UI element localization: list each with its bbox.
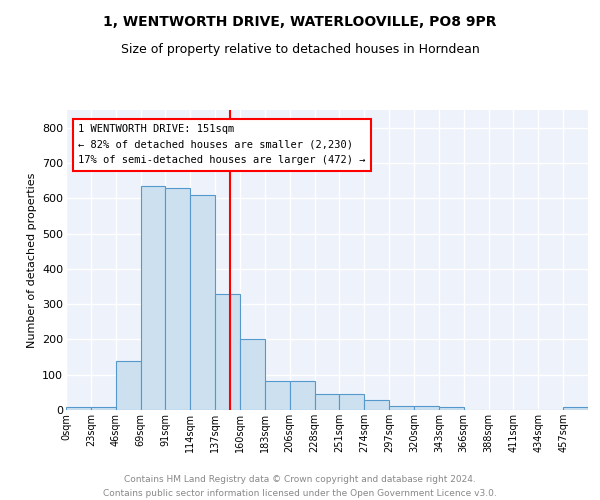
Text: Size of property relative to detached houses in Horndean: Size of property relative to detached ho… <box>121 42 479 56</box>
Bar <box>439 407 464 410</box>
Bar <box>290 380 314 410</box>
Bar <box>166 188 190 410</box>
Bar <box>265 380 290 410</box>
Text: 1, WENTWORTH DRIVE, WATERLOOVILLE, PO8 9PR: 1, WENTWORTH DRIVE, WATERLOOVILLE, PO8 9… <box>103 15 497 29</box>
Bar <box>414 406 439 410</box>
Bar <box>190 194 215 410</box>
Y-axis label: Number of detached properties: Number of detached properties <box>26 172 37 348</box>
Bar <box>215 294 240 410</box>
Bar <box>240 340 265 410</box>
Text: 1 WENTWORTH DRIVE: 151sqm
← 82% of detached houses are smaller (2,230)
17% of se: 1 WENTWORTH DRIVE: 151sqm ← 82% of detac… <box>79 124 366 166</box>
Bar <box>563 407 588 410</box>
Bar <box>140 186 166 410</box>
Bar <box>364 400 389 410</box>
Bar <box>340 394 364 410</box>
Bar <box>314 394 340 410</box>
Bar <box>66 407 91 410</box>
Bar <box>116 360 140 410</box>
Text: Contains HM Land Registry data © Crown copyright and database right 2024.
Contai: Contains HM Land Registry data © Crown c… <box>103 476 497 498</box>
Bar <box>389 406 414 410</box>
Bar <box>91 407 116 410</box>
